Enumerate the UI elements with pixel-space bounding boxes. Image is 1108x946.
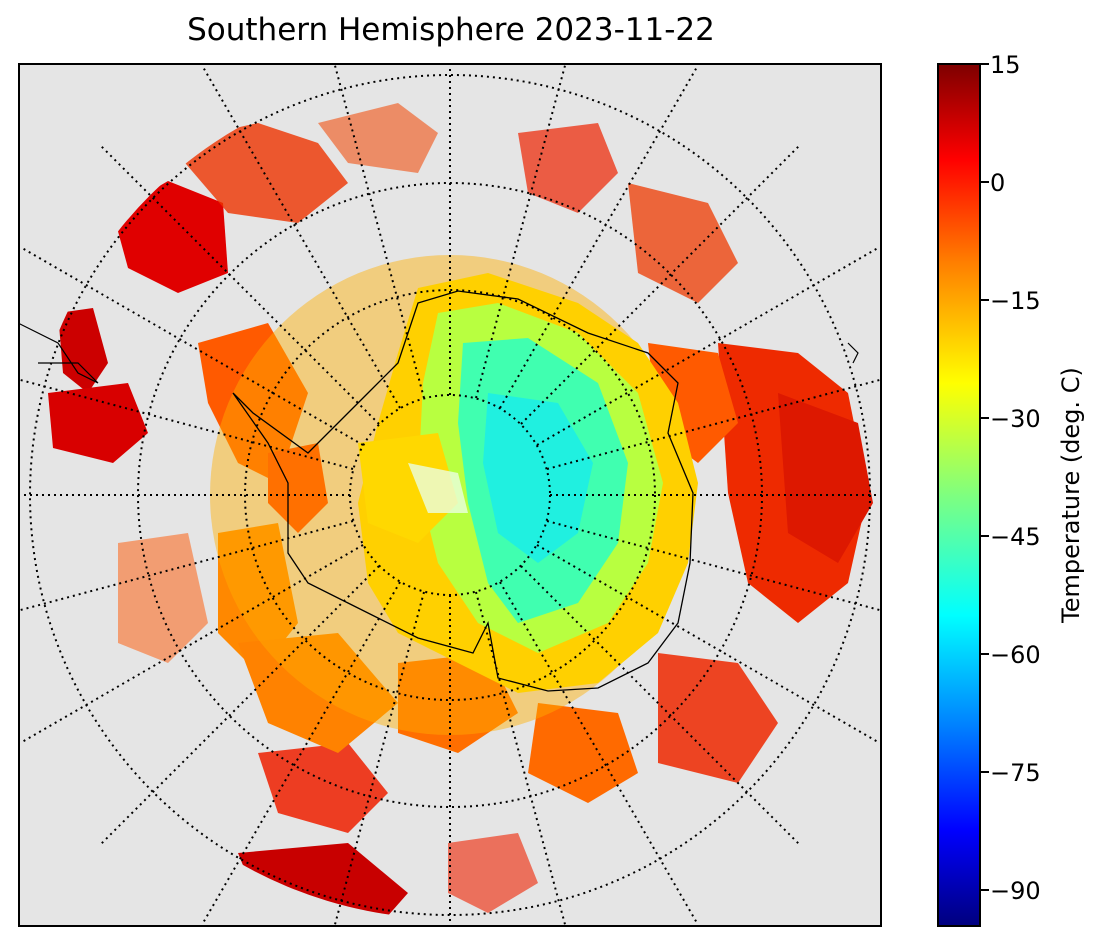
colorbar-tick-label: 0 — [990, 169, 1006, 197]
colorbar-tick — [981, 63, 989, 65]
map-title: Southern Hemisphere 2023-11-22 — [187, 12, 715, 48]
colorbar-tick-label: −30 — [990, 405, 1041, 433]
temperature-field — [48, 103, 873, 919]
colorbar-tick — [981, 653, 989, 655]
colorbar-tick — [981, 535, 989, 537]
colorbar — [937, 63, 981, 927]
antarctica-coastline — [232, 290, 694, 692]
south-america-coastline — [18, 322, 99, 384]
map-svg — [18, 63, 882, 927]
colorbar-tick-label: −45 — [990, 523, 1041, 551]
colorbar-tick — [981, 181, 989, 183]
colorbar-label: Temperature (deg. C) — [1057, 367, 1085, 623]
colorbar-tick — [981, 889, 989, 891]
map-panel — [18, 63, 882, 927]
island-coastline — [847, 342, 859, 364]
colorbar-tick-label: 15 — [990, 51, 1021, 79]
colorbar-tick-label: −15 — [990, 287, 1041, 315]
colorbar-tick — [981, 299, 989, 301]
colorbar-tick-label: −75 — [990, 759, 1041, 787]
colorbar-tick — [981, 771, 989, 773]
graticule — [18, 63, 882, 927]
colorbar-tick — [981, 417, 989, 419]
colorbar-tick-label: −90 — [990, 877, 1041, 905]
map-border — [18, 63, 882, 927]
colorbar-tick-label: −60 — [990, 641, 1041, 669]
